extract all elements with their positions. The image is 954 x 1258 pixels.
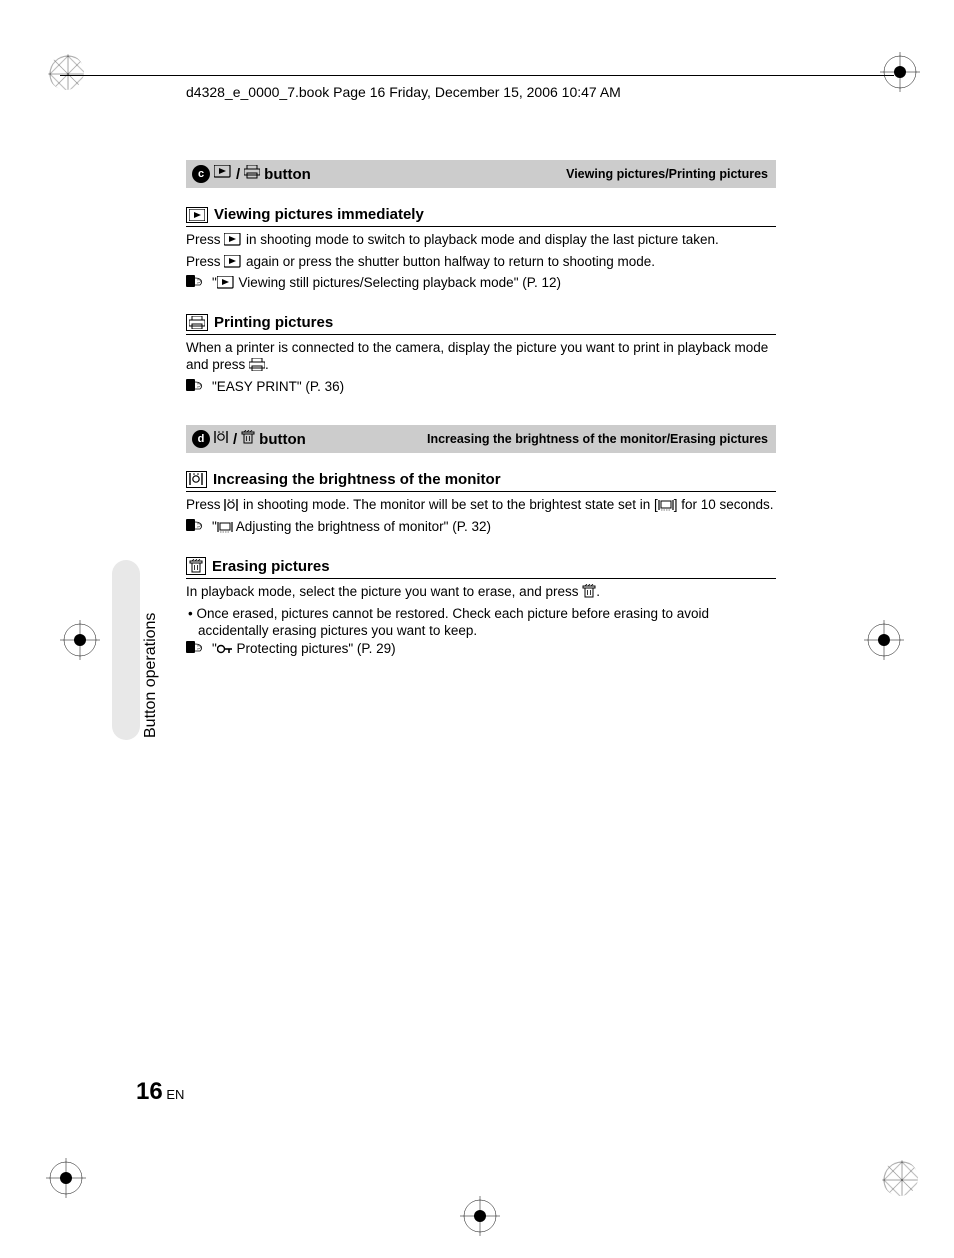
brightness-icon <box>214 431 229 448</box>
side-label: Button operations <box>142 613 160 738</box>
erase-icon <box>241 430 255 448</box>
bar1-title: button <box>264 166 311 183</box>
header-rule <box>60 75 894 76</box>
playback-icon <box>224 255 242 268</box>
slash: / <box>236 166 240 183</box>
crop-mark-mr <box>864 620 904 660</box>
section-bar-playback-print: c / button Viewing pictures/Printing pic… <box>186 160 776 188</box>
body-text: When a printer is connected to the camer… <box>186 339 776 374</box>
print-icon <box>249 358 265 371</box>
section-bar-brightness-erase: d / button Increasing the brightness of … <box>186 425 776 453</box>
body-text: In playback mode, select the picture you… <box>186 583 776 601</box>
erase-icon <box>582 584 596 598</box>
bar2-title: button <box>259 431 306 448</box>
playback-icon <box>217 276 235 289</box>
crop-mark-tr <box>880 52 920 92</box>
subheading-text: Viewing pictures immediately <box>214 206 424 223</box>
crop-mark-bc <box>460 1196 500 1236</box>
body-text: Press again or press the shutter button … <box>186 253 776 271</box>
body-text: Press in shooting mode to switch to play… <box>186 231 776 249</box>
reference-line: " Viewing still pictures/Selecting playb… <box>186 274 776 292</box>
pointer-icon <box>186 379 206 391</box>
crop-mark-ml <box>60 620 100 660</box>
crop-mark-bl <box>46 1158 86 1198</box>
playback-icon <box>214 165 232 183</box>
side-tab <box>112 560 140 740</box>
bar2-subtitle: Increasing the brightness of the monitor… <box>427 432 768 446</box>
subheading-text: Increasing the brightness of the monitor <box>213 471 501 488</box>
number-13-icon: c <box>192 165 210 183</box>
crop-mark-br <box>880 1158 920 1198</box>
pointer-icon <box>186 275 206 287</box>
pointer-icon <box>186 641 206 653</box>
print-icon <box>186 314 208 331</box>
body-text: Press in shooting mode. The monitor will… <box>186 496 776 514</box>
bullet-text: • Once erased, pictures cannot be restor… <box>186 605 776 640</box>
reference-line: " Adjusting the brightness of monitor" (… <box>186 518 776 536</box>
monitor-icon <box>658 500 674 511</box>
playback-icon <box>186 207 208 223</box>
header-text: d4328_e_0000_7.book Page 16 Friday, Dece… <box>186 84 621 100</box>
subheading-brightness: Increasing the brightness of the monitor <box>186 471 776 492</box>
content-area: c / button Viewing pictures/Printing pic… <box>186 160 776 658</box>
crop-mark-tl <box>46 52 86 92</box>
subheading-viewing: Viewing pictures immediately <box>186 206 776 227</box>
brightness-icon <box>224 499 239 511</box>
key-icon <box>217 644 233 655</box>
brightness-icon <box>186 471 207 488</box>
reference-line: " Protecting pictures" (P. 29) <box>186 640 776 658</box>
subheading-text: Erasing pictures <box>212 558 330 575</box>
print-icon <box>244 165 260 183</box>
playback-icon <box>224 233 242 246</box>
monitor-icon <box>217 522 233 533</box>
subheading-printing: Printing pictures <box>186 314 776 335</box>
pointer-icon <box>186 519 206 531</box>
page-number: 16 EN <box>136 1078 184 1106</box>
bar1-subtitle: Viewing pictures/Printing pictures <box>566 167 768 181</box>
number-14-icon: d <box>192 430 210 448</box>
subheading-text: Printing pictures <box>214 314 333 331</box>
subheading-erasing: Erasing pictures <box>186 557 776 579</box>
erase-icon <box>186 557 206 575</box>
reference-line: "EASY PRINT" (P. 36) <box>186 378 776 396</box>
slash: / <box>233 431 237 448</box>
